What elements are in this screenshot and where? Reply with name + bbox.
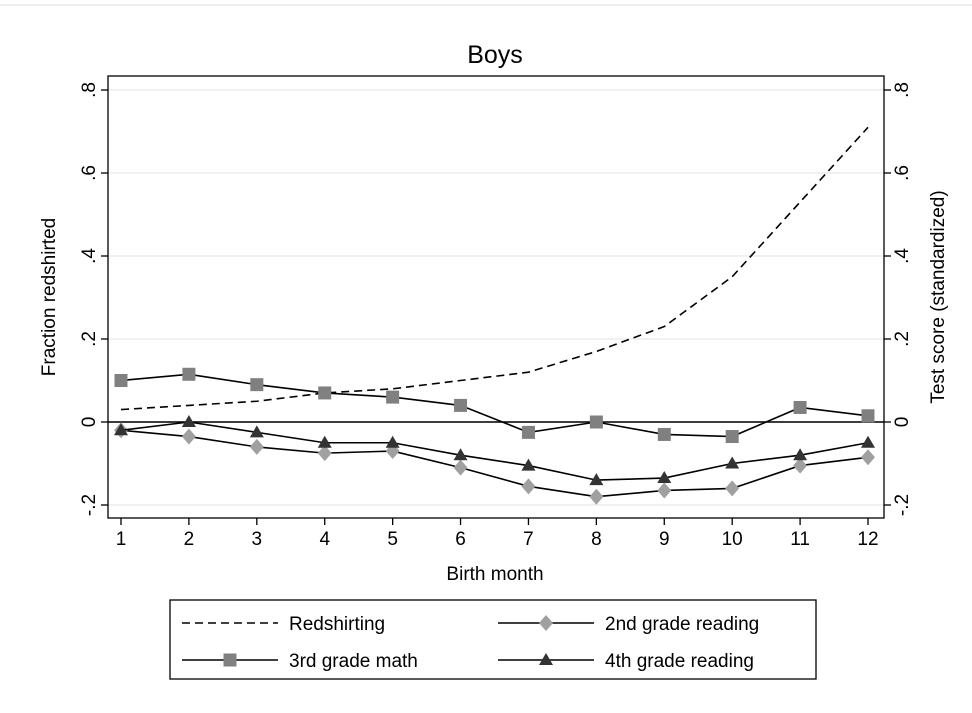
y-tick-label-left: .2 <box>79 331 100 347</box>
data-point <box>793 448 808 461</box>
x-axis-title: Birth month <box>446 564 543 585</box>
x-tick-label: 4 <box>319 529 330 550</box>
data-point <box>725 480 740 497</box>
data-point <box>385 435 400 448</box>
data-point <box>793 457 808 474</box>
x-tick-label: 5 <box>387 529 398 550</box>
x-tick-label: 9 <box>659 529 670 550</box>
data-point <box>521 458 536 471</box>
data-point <box>114 423 128 436</box>
data-point <box>453 459 468 476</box>
series-line <box>120 421 869 481</box>
data-point <box>114 374 128 387</box>
y-tick-label-left: .8 <box>79 82 100 98</box>
legend: Redshirting 3rd grade math 2nd grade readi… <box>169 599 817 680</box>
data-point <box>521 425 535 439</box>
legend-label: 4th grade reading <box>605 651 754 672</box>
y-tick-label-right: .8 <box>892 82 913 98</box>
data-point <box>249 438 264 455</box>
data-point <box>182 367 196 381</box>
data-point <box>861 435 875 448</box>
y-axis-title-right: Test score (standardized) <box>928 190 949 403</box>
legend-item: 4th grade reading <box>498 651 754 672</box>
legend-item: Redshirting <box>182 614 385 635</box>
series-4th-grade-reading <box>114 415 875 486</box>
y-tick-label-right: -.2 <box>892 494 913 516</box>
data-point <box>318 386 332 400</box>
data-point <box>657 482 672 499</box>
data-point <box>386 390 400 404</box>
x-tick-label: 1 <box>116 529 127 550</box>
series-line <box>120 373 869 438</box>
y-tick-label-right: .6 <box>892 165 913 181</box>
legend-item: 2nd grade reading <box>498 614 759 635</box>
series-2nd-grade-reading <box>114 422 875 505</box>
legend-item: 3rd grade math <box>182 651 418 672</box>
legend-marker <box>539 615 553 631</box>
legend-label: 2nd grade reading <box>605 614 759 635</box>
y-axis-title-left: Fraction redshirted <box>39 218 60 376</box>
x-tick-label: 10 <box>722 529 743 550</box>
x-tick-label: 6 <box>455 529 466 550</box>
data-point <box>521 478 536 495</box>
y-tick-label-right: .4 <box>892 248 913 264</box>
data-point <box>657 471 672 484</box>
data-point <box>589 473 604 486</box>
y-tick-label-right: .2 <box>892 331 913 347</box>
data-point <box>589 488 604 505</box>
data-point <box>725 456 740 469</box>
data-point <box>250 378 264 392</box>
y-tick-label-right: 0 <box>892 417 913 428</box>
legend-marker <box>539 653 553 665</box>
data-point <box>317 435 332 448</box>
axes: -.2 -.20 0.2.2.4.4.6.6.8.81 2 3 4 5 6 7 8 9 10 11 12 <box>79 82 913 550</box>
x-tick-label: 7 <box>523 529 534 550</box>
series-group <box>108 126 884 505</box>
data-point <box>725 430 739 444</box>
data-point <box>181 428 196 445</box>
data-point <box>793 400 807 414</box>
data-point <box>454 398 468 412</box>
x-tick-label: 2 <box>184 529 195 550</box>
legend-marker <box>223 653 237 667</box>
data-point <box>181 415 196 427</box>
y-tick-label-left: -.2 <box>79 494 100 516</box>
data-point <box>589 415 603 429</box>
series-line <box>120 429 869 498</box>
series-line <box>120 126 869 411</box>
x-tick-label: 3 <box>252 529 263 550</box>
x-tick-label: 12 <box>857 529 878 550</box>
data-point <box>861 449 875 466</box>
plot-frame <box>107 75 885 519</box>
data-point <box>317 445 332 462</box>
data-point <box>453 448 468 461</box>
series-redshirting <box>120 126 869 411</box>
x-tick-label: 8 <box>591 529 602 550</box>
chart-title: Boys <box>467 41 523 69</box>
data-point <box>657 427 671 441</box>
series-3rd-grade-math <box>114 367 875 444</box>
legend-label: Redshirting <box>289 614 385 635</box>
legend-label: 3rd grade math <box>289 651 418 672</box>
y-tick-label-left: .6 <box>79 165 100 181</box>
y-tick-label-left: .4 <box>79 248 100 264</box>
y-tick-label-left: 0 <box>79 417 100 428</box>
data-point <box>249 425 264 438</box>
x-tick-label: 11 <box>790 529 810 550</box>
legend-box <box>169 599 817 680</box>
data-point <box>861 409 875 423</box>
